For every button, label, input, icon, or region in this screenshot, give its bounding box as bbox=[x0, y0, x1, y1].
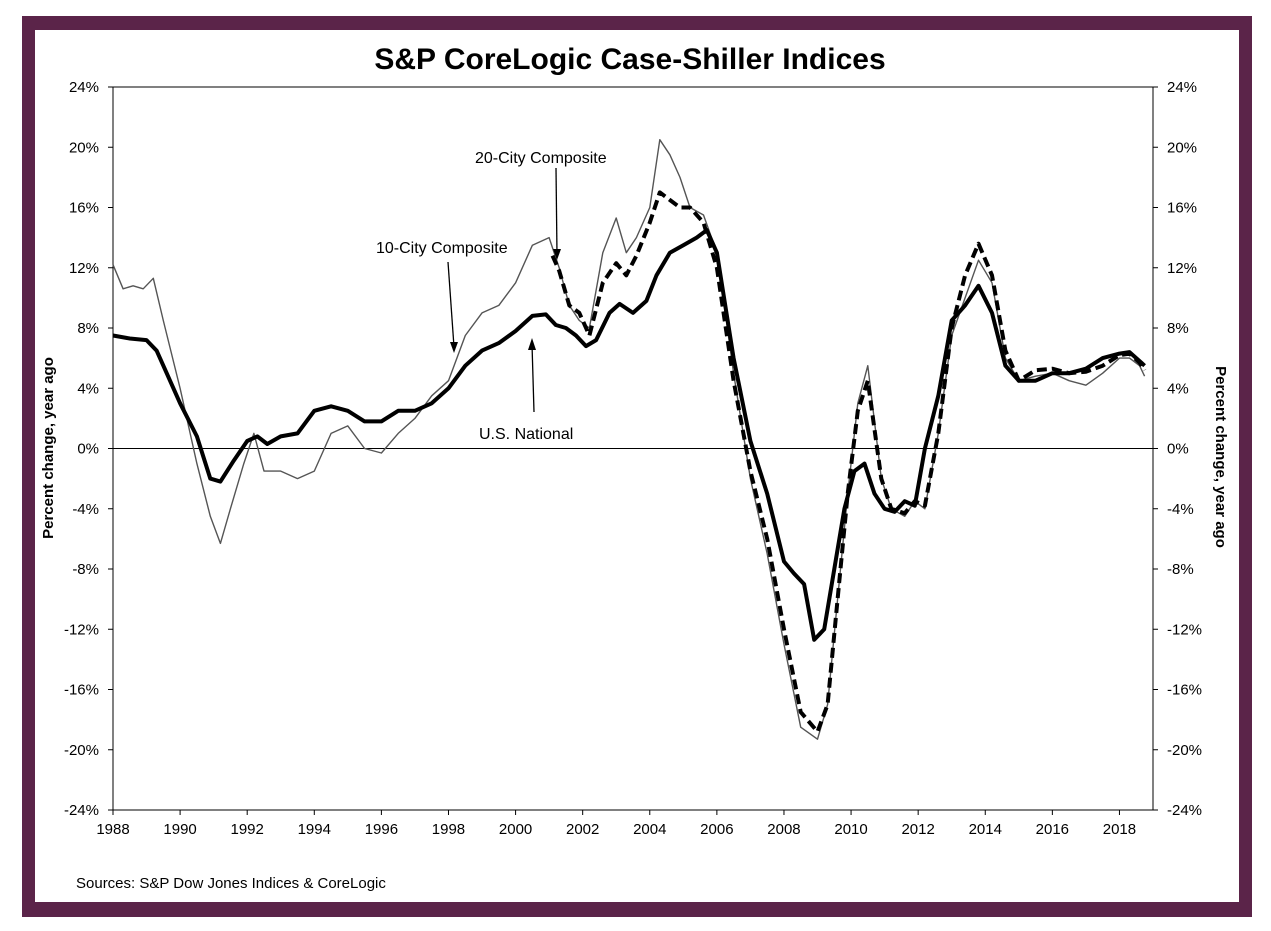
y-tick-label-right: -16% bbox=[1167, 682, 1202, 699]
x-tick-label: 2002 bbox=[566, 821, 599, 838]
annotation-20-city: 20-City Composite bbox=[475, 150, 607, 167]
x-tick-label: 1998 bbox=[432, 821, 465, 838]
x-tick-label: 2012 bbox=[901, 821, 934, 838]
y-tick-label-left: 16% bbox=[69, 200, 99, 217]
y-tick-label-right: 4% bbox=[1167, 380, 1189, 397]
x-tick-label: 2004 bbox=[633, 821, 666, 838]
x-tick-label: 1988 bbox=[96, 821, 129, 838]
x-tick-label: 1996 bbox=[365, 821, 398, 838]
annotation-10-city: 10-City Composite bbox=[376, 240, 508, 257]
y-tick-label-left: -16% bbox=[64, 682, 99, 699]
x-tick-label: 2016 bbox=[1036, 821, 1069, 838]
annotation-10-city-arrow bbox=[447, 261, 455, 348]
x-tick-label: 1994 bbox=[298, 821, 331, 838]
y-tick-label-right: 0% bbox=[1167, 441, 1189, 458]
y-tick-label-left: -20% bbox=[64, 742, 99, 759]
annotation-us-national: U.S. National bbox=[479, 426, 573, 443]
x-tick-label: 1992 bbox=[231, 821, 264, 838]
source-note: Sources: S&P Dow Jones Indices & CoreLog… bbox=[76, 875, 386, 892]
y-tick-label-right: 12% bbox=[1167, 260, 1197, 277]
series-group bbox=[112, 139, 1147, 740]
y-tick-label-right: -24% bbox=[1167, 802, 1202, 819]
x-tick-label: 1990 bbox=[163, 821, 196, 838]
y-axis-label-left: Percent change, year ago bbox=[40, 357, 57, 539]
y-tick-label-left: 20% bbox=[69, 139, 99, 156]
y-tick-label-left: -8% bbox=[72, 561, 99, 578]
y-tick-label-right: -12% bbox=[1167, 621, 1202, 638]
y-tick-label-left: 8% bbox=[77, 320, 99, 337]
y-tick-label-left: -4% bbox=[72, 501, 99, 518]
y-tick-label-right: 24% bbox=[1167, 79, 1197, 96]
annotation-20-city-arrow bbox=[555, 167, 558, 256]
annotation-10-city-arrowhead bbox=[450, 342, 458, 353]
annotation-us-national-arrowhead bbox=[528, 338, 536, 350]
x-tick-label: 2000 bbox=[499, 821, 532, 838]
y-tick-label-right: 8% bbox=[1167, 320, 1189, 337]
y-tick-label-left: -12% bbox=[64, 621, 99, 638]
y-tick-label-right: 20% bbox=[1167, 139, 1197, 156]
x-tick-label: 2014 bbox=[969, 821, 1002, 838]
y-tick-label-right: -4% bbox=[1167, 501, 1194, 518]
x-axis: 1988 1990 1992 1994 1996 1998 2000 2002 2004 2006… bbox=[96, 810, 1136, 838]
x-tick-label: 2008 bbox=[767, 821, 800, 838]
chart-panel bbox=[35, 30, 1239, 902]
y-tick-label-left: 24% bbox=[69, 79, 99, 96]
chart-title: S&P CoreLogic Case-Shiller Indices bbox=[374, 43, 885, 76]
x-tick-label: 2018 bbox=[1103, 821, 1136, 838]
y-tick-label-right: -8% bbox=[1167, 561, 1194, 578]
y-axis-label-right: Percent change, year ago bbox=[1212, 366, 1229, 548]
series-line-u-s-national bbox=[112, 228, 1146, 642]
y-tick-label-left: 0% bbox=[77, 441, 99, 458]
y-tick-label-left: 12% bbox=[69, 260, 99, 277]
x-tick-label: 2006 bbox=[700, 821, 733, 838]
y-tick-label-left: -24% bbox=[64, 802, 99, 819]
annotation-us-national-arrow bbox=[531, 343, 535, 413]
x-tick-label: 2010 bbox=[834, 821, 867, 838]
annotation-20-city-arrowhead bbox=[553, 249, 561, 260]
y-tick-label-left: 4% bbox=[77, 380, 99, 397]
y-tick-label-right: -20% bbox=[1167, 742, 1202, 759]
y-tick-label-right: 16% bbox=[1167, 200, 1197, 217]
series-line-10-city-composite bbox=[112, 139, 1146, 740]
y-axis-right: -24% -20% -16% -12% -8% -4% 0% 4% 8% 12% 16% 20% 24% bbox=[1153, 79, 1202, 819]
y-axis-left: -24% -20% -16% -12% -8% -4% 0% 4% 8% 12% 16% 20% 24% bbox=[64, 79, 113, 819]
series-line-20-city-composite bbox=[550, 190, 1147, 734]
